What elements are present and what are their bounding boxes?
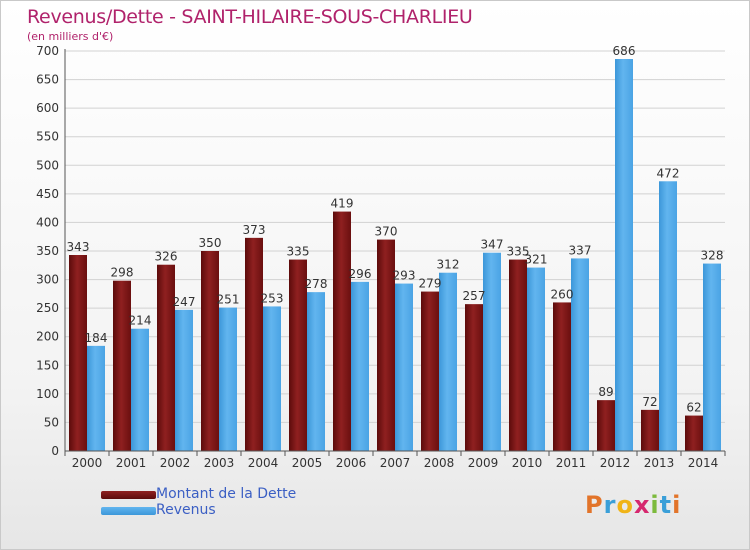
data-label-debt: 350 [199, 236, 222, 250]
data-label-debt: 335 [287, 245, 310, 259]
x-tick-label: 2008 [424, 456, 455, 470]
bar-revenue [659, 181, 677, 452]
y-tick-label: 350 [36, 244, 59, 258]
bar-revenue [527, 267, 545, 451]
y-tick-label: 500 [36, 158, 59, 172]
y-tick-label: 150 [36, 358, 59, 372]
bar-revenue [307, 292, 325, 451]
y-tick-label: 600 [36, 101, 59, 115]
data-label-debt: 326 [155, 250, 178, 264]
legend-label-debt: Montant de la Dette [156, 486, 297, 502]
chart-title: Revenus/Dette - SAINT-HILAIRE-SOUS-CHARL… [27, 6, 473, 28]
bar-debt [201, 251, 219, 451]
bar-revenue [87, 345, 105, 451]
x-tick-label: 2014 [688, 456, 719, 470]
y-tick-label: 650 [36, 73, 59, 87]
data-label-debt: 260 [551, 287, 574, 301]
bar-revenue [703, 263, 721, 451]
data-label-debt: 72 [642, 395, 657, 409]
legend-swatch-revenue [101, 507, 156, 515]
x-tick-label: 2000 [72, 456, 103, 470]
data-label-revenue: 247 [173, 295, 196, 309]
bar-debt [289, 259, 307, 451]
chart-subtitle: (en milliers d'€) [27, 30, 114, 43]
y-tick-label: 100 [36, 387, 59, 401]
bar-debt [377, 239, 395, 451]
x-tick-label: 2012 [600, 456, 631, 470]
bar-debt [333, 211, 351, 451]
bar-revenue [571, 258, 589, 451]
x-tick-label: 2013 [644, 456, 675, 470]
bar-debt [157, 264, 175, 451]
x-tick-label: 2011 [556, 456, 587, 470]
y-tick-label: 300 [36, 273, 59, 287]
bar-revenue [395, 283, 413, 451]
data-label-debt: 370 [375, 225, 398, 239]
data-label-revenue: 278 [305, 277, 328, 291]
y-tick-label: 400 [36, 215, 59, 229]
x-tick-label: 2006 [336, 456, 367, 470]
bar-debt [685, 415, 703, 451]
data-label-revenue: 296 [349, 267, 372, 281]
y-tick-label: 0 [51, 444, 59, 458]
bar-revenue [175, 309, 193, 451]
y-tick-label: 250 [36, 301, 59, 315]
bar-debt [509, 259, 527, 451]
bar-debt [113, 280, 131, 451]
bar-revenue [483, 252, 501, 451]
bar-revenue [351, 281, 369, 451]
legend-label-revenue: Revenus [156, 502, 216, 518]
data-label-revenue: 328 [701, 249, 724, 263]
bar-revenue [263, 306, 281, 451]
y-tick-label: 550 [36, 130, 59, 144]
data-label-revenue: 293 [393, 269, 416, 283]
data-label-revenue: 253 [261, 291, 284, 305]
bar-debt [641, 409, 659, 451]
bar-debt [465, 304, 483, 451]
x-tick-label: 2010 [512, 456, 543, 470]
x-tick-label: 2005 [292, 456, 323, 470]
y-tick-label: 450 [36, 187, 59, 201]
data-label-revenue: 686 [613, 44, 636, 58]
x-tick-label: 2009 [468, 456, 499, 470]
data-label-debt: 279 [419, 277, 442, 291]
x-tick-label: 2004 [248, 456, 279, 470]
y-tick-label: 200 [36, 330, 59, 344]
data-label-revenue: 251 [217, 293, 240, 307]
proxiti-logo[interactable]: Proxiti [585, 491, 682, 519]
y-tick-label: 700 [36, 44, 59, 58]
data-label-revenue: 347 [481, 238, 504, 252]
bar-revenue [131, 328, 149, 451]
y-tick-label: 50 [44, 415, 59, 429]
bar-debt [597, 400, 615, 451]
x-tick-label: 2002 [160, 456, 191, 470]
data-label-revenue: 184 [85, 331, 108, 345]
data-label-revenue: 312 [437, 258, 460, 272]
bar-debt [245, 237, 263, 451]
x-tick-label: 2003 [204, 456, 235, 470]
data-label-revenue: 472 [657, 166, 680, 180]
bar-revenue [439, 272, 457, 451]
data-label-debt: 298 [111, 266, 134, 280]
bar-debt [421, 291, 439, 451]
bar-debt [69, 255, 87, 451]
data-label-debt: 335 [507, 245, 530, 259]
bar-revenue [615, 59, 633, 451]
legend-swatch-debt [101, 491, 156, 499]
data-label-debt: 419 [331, 197, 354, 211]
x-tick-label: 2001 [116, 456, 147, 470]
x-tick-label: 2007 [380, 456, 411, 470]
data-label-revenue: 337 [569, 243, 592, 257]
data-label-debt: 89 [598, 385, 613, 399]
data-label-revenue: 321 [525, 253, 548, 267]
data-label-debt: 373 [243, 223, 266, 237]
data-label-debt: 257 [463, 289, 486, 303]
bar-debt [553, 302, 571, 451]
data-label-debt: 62 [686, 401, 701, 415]
bar-revenue [219, 307, 237, 451]
data-label-debt: 343 [67, 240, 90, 254]
data-label-revenue: 214 [129, 314, 152, 328]
